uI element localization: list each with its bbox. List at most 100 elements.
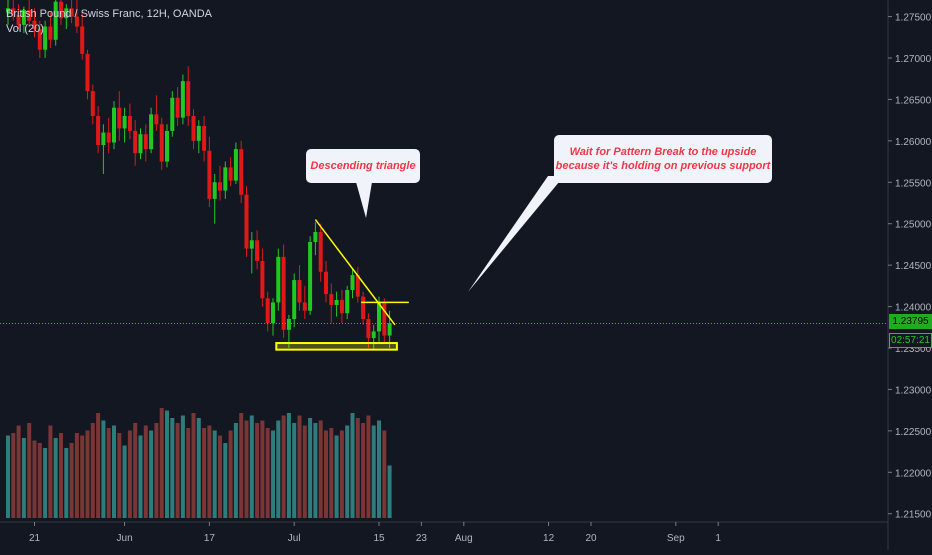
x-tick-label: Aug bbox=[455, 533, 473, 544]
volume-bar bbox=[186, 428, 191, 518]
volume-bar bbox=[302, 425, 307, 518]
candle-body bbox=[223, 167, 228, 191]
volume-indicator-label[interactable]: Vol (20) bbox=[6, 23, 44, 35]
x-tick-label: 12 bbox=[543, 533, 555, 544]
candle-body bbox=[138, 134, 143, 154]
candle-body bbox=[37, 29, 42, 50]
volume-bar bbox=[313, 423, 318, 518]
candle-body bbox=[387, 323, 392, 336]
volume-bar bbox=[271, 430, 275, 518]
y-tick-label: 1.25000 bbox=[895, 220, 932, 231]
volume-bar bbox=[329, 428, 334, 518]
candle-body bbox=[218, 182, 222, 191]
candle-body bbox=[96, 116, 101, 145]
volume-bar bbox=[366, 415, 371, 518]
volume-bar bbox=[16, 425, 21, 518]
candle-body bbox=[377, 302, 381, 332]
candle-body bbox=[85, 53, 90, 92]
candle-body bbox=[196, 125, 201, 141]
candle-body bbox=[21, 9, 26, 25]
candle-body bbox=[207, 150, 212, 199]
candle-body bbox=[159, 124, 164, 162]
candle-body bbox=[180, 81, 185, 118]
volume-bar bbox=[48, 425, 53, 518]
volume-bar bbox=[53, 438, 58, 518]
bar-countdown-tag: 02:57:21 bbox=[889, 333, 932, 348]
y-tick-label: 1.23500 bbox=[895, 344, 932, 355]
candle-body bbox=[228, 167, 233, 181]
y-tick-label: 1.26500 bbox=[895, 95, 932, 106]
candle-body bbox=[112, 107, 116, 143]
descending-trendline bbox=[314, 219, 396, 326]
volume-bar bbox=[80, 435, 85, 518]
volume-bar bbox=[371, 425, 376, 518]
y-tick-label: 1.21500 bbox=[895, 510, 932, 521]
candle-body bbox=[53, 1, 58, 40]
volume-bar bbox=[122, 445, 127, 518]
y-tick-label: 1.23000 bbox=[895, 385, 932, 396]
volume-bar bbox=[361, 423, 366, 518]
candle-body bbox=[249, 240, 254, 249]
volume-bar bbox=[74, 433, 79, 518]
volume-bar bbox=[11, 433, 16, 518]
volume-bar bbox=[180, 415, 185, 518]
price-axis-panel bbox=[888, 0, 932, 550]
x-tick-label: 1 bbox=[715, 533, 721, 544]
volume-bar bbox=[255, 423, 260, 518]
descending-triangle-callout[interactable]: Descending triangle bbox=[306, 149, 420, 183]
volume-bar bbox=[37, 443, 42, 518]
candle-body bbox=[106, 132, 111, 143]
x-tick-label: Sep bbox=[667, 533, 685, 544]
volume-bar bbox=[223, 443, 228, 518]
candle-body bbox=[239, 149, 244, 195]
y-tick-label: 1.25500 bbox=[895, 178, 932, 189]
y-tick-label: 1.24000 bbox=[895, 303, 932, 314]
candle-body bbox=[149, 114, 154, 150]
candle-body bbox=[271, 302, 275, 324]
x-tick-label: 23 bbox=[416, 533, 428, 544]
candle-body bbox=[382, 302, 387, 336]
current-price-tag: 1.23795 bbox=[889, 314, 932, 329]
y-tick-label: 1.26000 bbox=[895, 137, 932, 148]
volume-bar bbox=[239, 413, 244, 518]
volume-bar bbox=[175, 423, 180, 518]
volume-bar bbox=[165, 410, 169, 518]
chart-legend: British Pound / Swiss Franc, 12H, OANDA … bbox=[6, 7, 212, 37]
x-tick-label: 21 bbox=[29, 533, 41, 544]
volume-bar bbox=[318, 420, 323, 518]
candle-body bbox=[59, 1, 63, 19]
volume-bar bbox=[21, 438, 26, 518]
y-tick-label: 1.22000 bbox=[895, 468, 932, 479]
symbol-label[interactable]: British Pound / Swiss Franc, 12H, OANDA bbox=[6, 8, 213, 20]
volume-bar bbox=[324, 430, 328, 518]
pattern-break-callout[interactable]: Wait for Pattern Break to the upside bec… bbox=[554, 135, 772, 183]
x-tick-label: Jun bbox=[117, 533, 133, 544]
volume-bar bbox=[196, 418, 201, 518]
volume-bar bbox=[117, 433, 122, 518]
volume-bar bbox=[382, 430, 387, 518]
candle-body bbox=[143, 134, 148, 150]
candle-body bbox=[324, 271, 328, 295]
volume-bar bbox=[339, 430, 344, 518]
candle-body bbox=[281, 256, 286, 330]
volume-bar bbox=[85, 430, 90, 518]
candle-body bbox=[32, 20, 37, 29]
candle-body bbox=[191, 116, 196, 141]
x-tick-label: Jul bbox=[288, 533, 301, 544]
volume-bar bbox=[218, 435, 222, 518]
support-zone bbox=[275, 342, 398, 351]
candle-body bbox=[244, 194, 249, 249]
candle-body bbox=[334, 299, 339, 305]
candle-body bbox=[297, 280, 302, 303]
candle-body bbox=[276, 256, 281, 303]
volume-bar bbox=[32, 440, 37, 518]
candle-body bbox=[16, 14, 21, 25]
candle-body bbox=[302, 302, 307, 311]
candle-body bbox=[371, 331, 376, 339]
volume-bar bbox=[377, 420, 381, 518]
candle-body bbox=[122, 116, 127, 129]
candle-body bbox=[212, 182, 217, 199]
candle-body bbox=[74, 16, 79, 27]
